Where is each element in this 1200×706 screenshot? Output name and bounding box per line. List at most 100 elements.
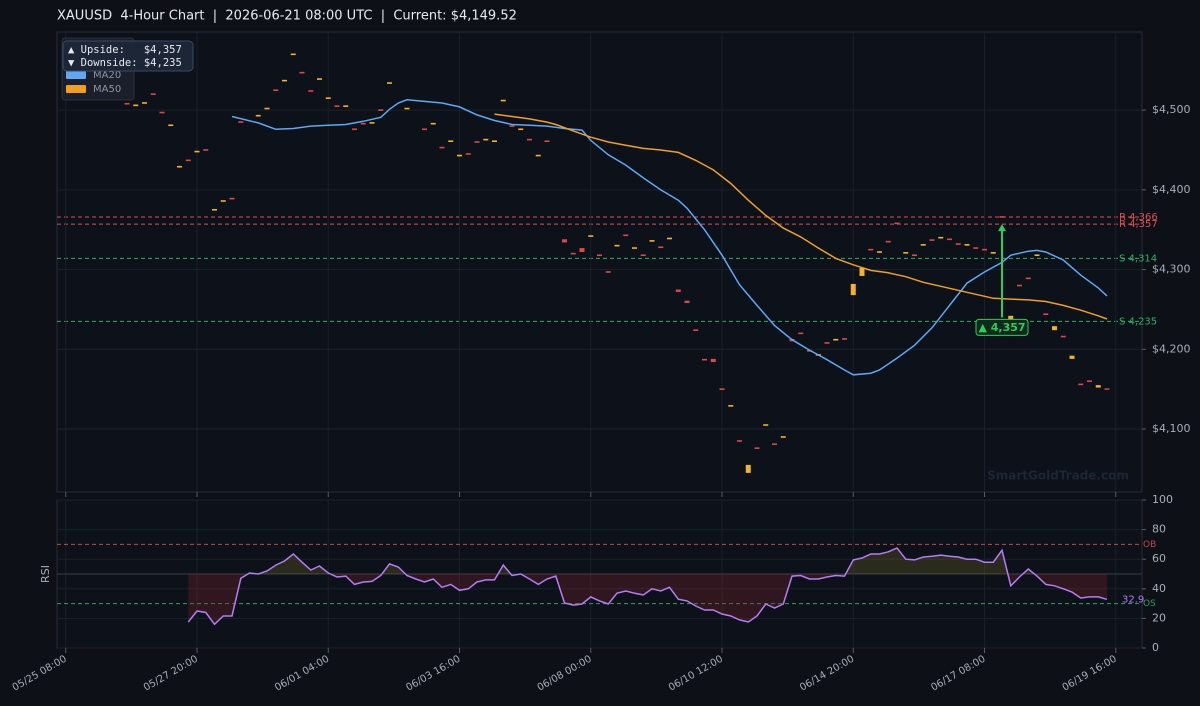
candle-body	[658, 246, 664, 249]
candle-body	[299, 71, 305, 74]
candle-body	[1104, 388, 1110, 390]
candle-body	[955, 243, 961, 245]
candle-body	[290, 53, 296, 56]
candle-body	[702, 358, 707, 361]
candle-body	[255, 114, 261, 117]
candle-body	[1043, 313, 1049, 316]
candle-body	[737, 440, 742, 442]
candle-body	[212, 208, 217, 211]
candle-body	[920, 244, 926, 246]
candle-body	[754, 447, 760, 449]
candle-body	[667, 237, 672, 240]
y-tick-label: 20	[1152, 611, 1166, 624]
candle-body	[570, 252, 576, 255]
candle-body	[938, 236, 944, 239]
candle-body	[649, 240, 655, 242]
candle-body	[640, 254, 646, 257]
candle-body	[185, 159, 191, 162]
candle-body	[203, 149, 209, 151]
target-label: ▲ 4,357	[978, 321, 1025, 334]
y-tick-label: 40	[1152, 582, 1166, 595]
candle-body	[824, 342, 830, 344]
candle-body	[597, 254, 602, 257]
candle-body	[544, 140, 550, 143]
candle-body	[457, 154, 462, 157]
level-label: S 4,314	[1119, 253, 1157, 264]
candle-body	[1008, 315, 1014, 320]
y-tick-label: 80	[1152, 523, 1166, 536]
info-box	[62, 40, 194, 72]
candle-body	[177, 165, 182, 168]
candle-body	[509, 125, 515, 127]
candle-body	[1087, 380, 1092, 382]
candle-body	[719, 388, 725, 390]
candle-body	[387, 82, 392, 84]
candle-body	[430, 122, 436, 125]
rsi-end-label: 32.9	[1122, 594, 1144, 605]
candle-body	[220, 200, 226, 202]
y-tick-label: $4,200	[1152, 342, 1191, 355]
candle-body	[877, 251, 882, 253]
candle-body	[745, 464, 751, 473]
candle-body	[1069, 355, 1075, 359]
candle-body	[448, 140, 454, 143]
candle-body	[483, 138, 489, 141]
candle-body	[1060, 335, 1066, 338]
ma-line	[231, 99, 1108, 376]
candle-body	[142, 102, 147, 104]
candle-body	[317, 78, 322, 80]
ma-line	[494, 113, 1108, 320]
candle-body	[684, 300, 690, 304]
candle-body	[422, 128, 427, 131]
candle-body	[947, 238, 952, 241]
candle-body	[859, 267, 865, 276]
candle-body	[1017, 284, 1022, 287]
candle-body	[518, 128, 524, 131]
candle-body	[465, 153, 471, 155]
candle-body	[1034, 254, 1040, 257]
arrow-head	[998, 224, 1006, 232]
legend-swatch	[66, 71, 86, 79]
y-tick-label: 60	[1152, 552, 1166, 565]
candle-body	[763, 424, 769, 426]
candle-body	[352, 128, 357, 131]
legend-swatch	[66, 85, 86, 93]
candle-body	[912, 254, 917, 257]
candle-body	[1095, 385, 1101, 388]
candle-body	[929, 239, 935, 241]
y-tick-label: $4,400	[1152, 183, 1191, 196]
target-label-box	[975, 318, 1029, 336]
level-label: R 4,366	[1119, 212, 1158, 223]
candle-body	[623, 234, 629, 237]
candle-body	[973, 247, 979, 249]
candle-body	[1025, 277, 1031, 280]
price-panel	[56, 31, 1143, 493]
candle-body	[982, 248, 987, 251]
candle-body	[343, 105, 349, 107]
candle-body	[710, 358, 716, 363]
candle-body	[159, 111, 165, 114]
level-label: S 4,235	[1119, 316, 1157, 327]
candle-body	[150, 93, 156, 95]
chart-title: XAUUSD 4-Hour Chart | 2026-06-21 08:00 U…	[57, 9, 517, 24]
candle-body	[360, 122, 366, 125]
candle-body	[999, 216, 1005, 218]
candle-body	[1078, 383, 1084, 386]
candle-body	[535, 154, 541, 157]
candle-body	[780, 436, 786, 438]
y-tick-label: 0	[1152, 641, 1159, 654]
candle-body	[693, 329, 699, 331]
candle-body	[1052, 326, 1057, 331]
candle-body	[842, 338, 847, 340]
candle-body	[579, 248, 585, 253]
info-line: ▼ Downside: $4,235	[68, 57, 182, 69]
candle-body	[990, 252, 996, 254]
candle-body	[238, 121, 244, 123]
candle-body	[124, 102, 130, 105]
candle-body	[894, 222, 900, 225]
candle-body	[168, 124, 174, 127]
candle-body	[903, 252, 909, 254]
candle-body	[632, 247, 637, 249]
candle-body	[325, 97, 331, 99]
